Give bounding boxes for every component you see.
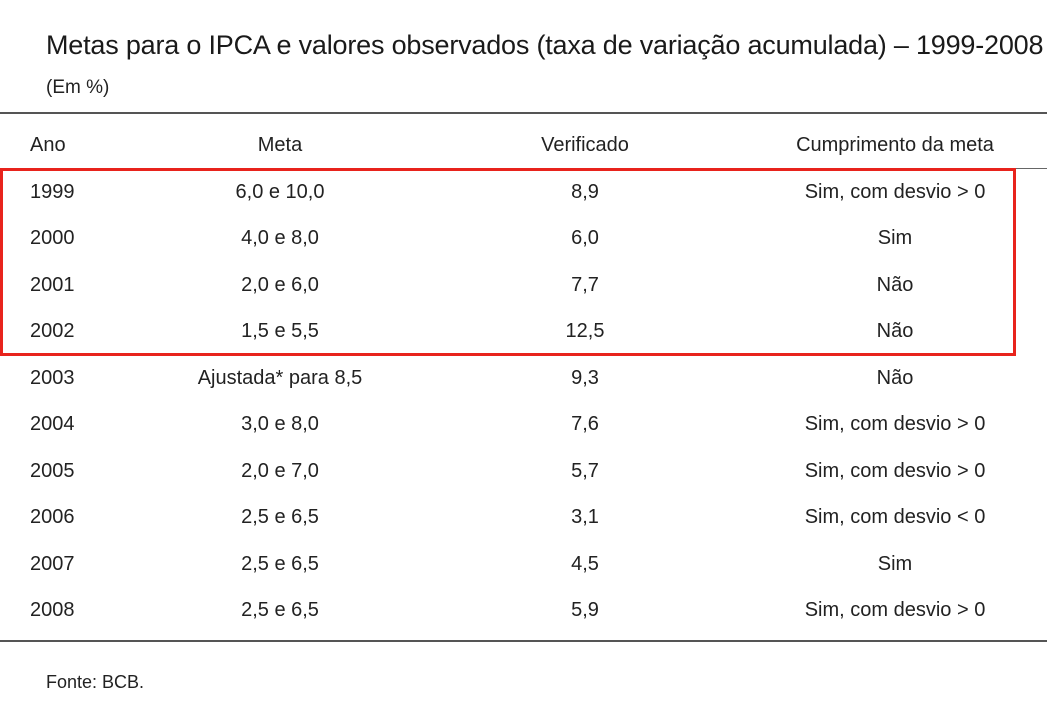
cell-meta: 2,0 e 6,0 bbox=[241, 274, 319, 296]
table-row: 2001 2,0 e 6,0 7,7 Não bbox=[0, 262, 1047, 308]
cell-ano: 1999 bbox=[30, 181, 75, 203]
cell-cumprimento: Não bbox=[876, 367, 914, 389]
cell-cumprimento: Sim, com desvio > 0 bbox=[804, 460, 986, 482]
table-title: Metas para o IPCA e valores observados (… bbox=[46, 30, 1044, 60]
cell-ano: 2003 bbox=[30, 367, 75, 389]
bottom-rule bbox=[0, 640, 1047, 642]
top-rule bbox=[0, 112, 1047, 114]
cell-cumprimento: Sim, com desvio < 0 bbox=[804, 506, 986, 528]
header-cumprimento: Cumprimento da meta bbox=[796, 134, 994, 156]
cell-ano: 2008 bbox=[30, 599, 75, 621]
cell-meta: 6,0 e 10,0 bbox=[235, 181, 325, 203]
table-unit-note: (Em %) bbox=[46, 77, 110, 98]
cell-verificado: 9,3 bbox=[571, 367, 599, 389]
header-verificado: Verificado bbox=[541, 134, 629, 156]
source-note: Fonte: BCB. bbox=[46, 672, 145, 692]
cell-verificado: 5,7 bbox=[571, 460, 599, 482]
cell-cumprimento: Sim bbox=[877, 227, 913, 249]
cell-cumprimento: Sim, com desvio > 0 bbox=[804, 181, 986, 203]
cell-verificado: 6,0 bbox=[571, 227, 599, 249]
cell-meta: 1,5 e 5,5 bbox=[241, 320, 319, 342]
cell-ano: 2002 bbox=[30, 320, 75, 342]
cell-verificado: 7,7 bbox=[571, 274, 599, 296]
cell-meta: 4,0 e 8,0 bbox=[241, 227, 319, 249]
table-row: 2005 2,0 e 7,0 5,7 Sim, com desvio > 0 bbox=[0, 448, 1047, 494]
table-row: 2006 2,5 e 6,5 3,1 Sim, com desvio < 0 bbox=[0, 494, 1047, 540]
cell-ano: 2006 bbox=[30, 506, 75, 528]
cell-meta: 2,5 e 6,5 bbox=[241, 599, 319, 621]
cell-cumprimento: Não bbox=[876, 320, 914, 342]
table-header-row: Ano Meta Verificado Cumprimento da meta bbox=[0, 122, 1047, 168]
cell-meta: 2,0 e 7,0 bbox=[241, 460, 319, 482]
cell-meta: 3,0 e 8,0 bbox=[241, 413, 319, 435]
cell-verificado: 4,5 bbox=[571, 553, 599, 575]
cell-verificado: 3,1 bbox=[571, 506, 599, 528]
table-row: 2000 4,0 e 8,0 6,0 Sim bbox=[0, 215, 1047, 261]
cell-cumprimento: Sim, com desvio > 0 bbox=[804, 599, 986, 621]
cell-verificado: 12,5 bbox=[565, 320, 605, 342]
cell-cumprimento: Não bbox=[876, 274, 914, 296]
cell-meta: Ajustada* para 8,5 bbox=[197, 367, 363, 389]
cell-ano: 2004 bbox=[30, 413, 75, 435]
cell-ano: 2005 bbox=[30, 460, 75, 482]
table-row: 2003 Ajustada* para 8,5 9,3 Não bbox=[0, 355, 1047, 401]
table-row: 1999 6,0 e 10,0 8,9 Sim, com desvio > 0 bbox=[0, 169, 1047, 215]
cell-cumprimento: Sim, com desvio > 0 bbox=[804, 413, 986, 435]
cell-verificado: 5,9 bbox=[571, 599, 599, 621]
cell-ano: 2001 bbox=[30, 274, 75, 296]
header-ano: Ano bbox=[30, 134, 66, 156]
table-row: 2008 2,5 e 6,5 5,9 Sim, com desvio > 0 bbox=[0, 587, 1047, 633]
cell-meta: 2,5 e 6,5 bbox=[241, 553, 319, 575]
cell-ano: 2007 bbox=[30, 553, 75, 575]
table-row: 2004 3,0 e 8,0 7,6 Sim, com desvio > 0 bbox=[0, 401, 1047, 447]
cell-verificado: 8,9 bbox=[571, 181, 599, 203]
table-row: 2002 1,5 e 5,5 12,5 Não bbox=[0, 308, 1047, 354]
cell-ano: 2000 bbox=[30, 227, 75, 249]
cell-meta: 2,5 e 6,5 bbox=[241, 506, 319, 528]
cell-cumprimento: Sim bbox=[877, 553, 913, 575]
cell-verificado: 7,6 bbox=[571, 413, 599, 435]
header-meta: Meta bbox=[257, 134, 303, 156]
table-row: 2007 2,5 e 6,5 4,5 Sim bbox=[0, 541, 1047, 587]
